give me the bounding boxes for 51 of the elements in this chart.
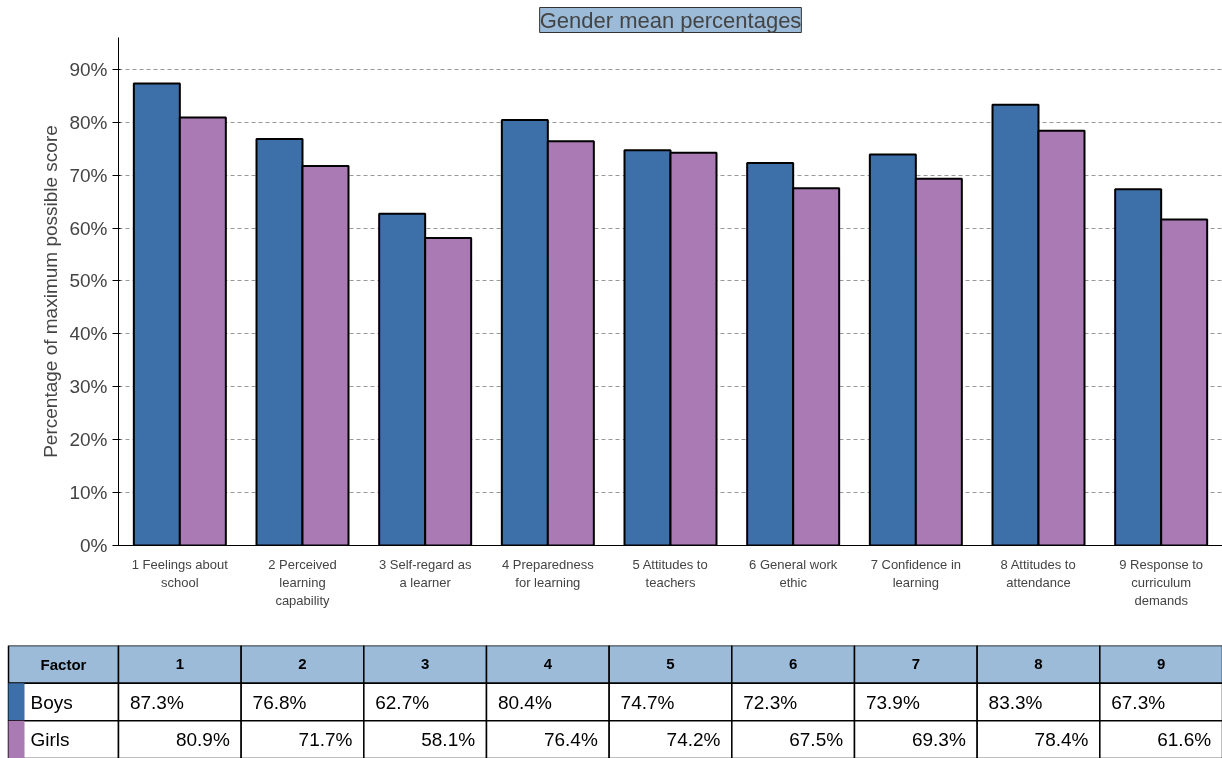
data-label: 61.6% xyxy=(1157,729,1212,751)
text: 2 xyxy=(298,655,307,673)
data-label: 67.5% xyxy=(789,729,844,751)
data-label: 76.8% xyxy=(252,691,307,713)
data-label: 74.2% xyxy=(666,729,721,751)
data-label: 80.4% xyxy=(497,691,552,713)
data-label: 80.9% xyxy=(175,729,230,751)
data-label: 67.3% xyxy=(1111,691,1166,713)
data-label: 74.7% xyxy=(620,691,675,713)
text: Factor xyxy=(40,655,87,673)
y-tick-label: 60% xyxy=(69,217,108,239)
legend-label: Boys xyxy=(30,691,73,713)
data-label: 58.1% xyxy=(421,729,476,751)
x-tick-label: 9 Response to curriculum demands xyxy=(1119,556,1204,608)
data-label: 72.3% xyxy=(743,691,798,713)
y-tick-label: 90% xyxy=(69,58,108,80)
text: 3 xyxy=(421,655,430,673)
text: 8 xyxy=(1034,655,1043,673)
data-label: 62.7% xyxy=(375,691,430,713)
x-tick-label: 2 Perceived learning capability xyxy=(268,556,337,608)
x-tick-label: 8 Attitudes to attendance xyxy=(1000,556,1076,590)
y-tick-label: 70% xyxy=(69,164,108,186)
text: 1 xyxy=(175,655,185,673)
text: 7 xyxy=(911,655,921,673)
data-label: 76.4% xyxy=(543,729,598,751)
data-label: 71.7% xyxy=(298,729,353,751)
x-tick-label: 1 Feelings about school xyxy=(131,556,229,590)
data-label: 73.9% xyxy=(865,691,920,713)
x-tick-label: 6 General work ethic xyxy=(749,556,838,590)
y-axis-title: Percentage of maximum possible score xyxy=(40,125,62,458)
text: 4 xyxy=(543,655,553,673)
y-tick-label: 40% xyxy=(69,323,108,345)
data-label: 83.3% xyxy=(988,691,1043,713)
y-tick-label: 20% xyxy=(69,429,108,451)
x-tick-label: 3 Self-regard as a learner xyxy=(378,556,472,590)
legend-label: Girls xyxy=(30,729,70,751)
data-label: 87.3% xyxy=(129,691,184,713)
text: 9 xyxy=(1157,655,1166,673)
data-label: 78.4% xyxy=(1034,729,1089,751)
y-tick-label: 0% xyxy=(80,535,108,556)
data-label: 69.3% xyxy=(911,729,966,751)
y-tick-label: 30% xyxy=(69,376,108,398)
chart-title: Gender mean percentages xyxy=(539,7,802,33)
y-tick-label: 50% xyxy=(69,270,108,292)
x-tick-label: 4 Preparedness for learning xyxy=(501,556,595,590)
y-tick-label: 10% xyxy=(69,482,108,504)
y-tick-label: 80% xyxy=(69,111,108,133)
text: 6 xyxy=(789,655,798,673)
x-tick-label: 5 Attitudes to teachers xyxy=(632,556,708,590)
x-tick-label: 7 Confidence in learning xyxy=(870,556,962,590)
text: 5 xyxy=(666,655,675,673)
